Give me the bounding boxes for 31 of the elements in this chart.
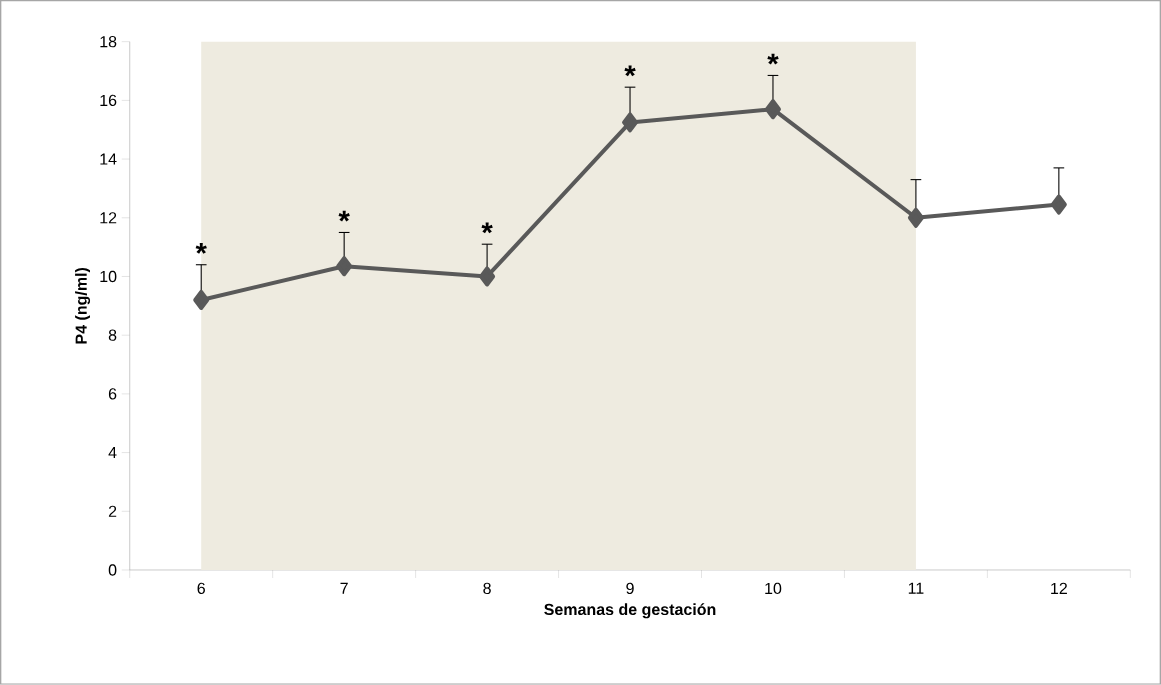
x-tick-label: 11	[908, 582, 924, 594]
point	[764, 99, 781, 120]
y-tick-label: 10	[100, 270, 117, 283]
point	[1050, 194, 1067, 215]
y-tick-label: 16	[100, 94, 117, 107]
y-tick-label: 8	[108, 329, 117, 341]
y-tick-label: 0	[108, 564, 117, 576]
annotation: *	[624, 65, 636, 77]
annotation: *	[481, 222, 493, 234]
x-tick-label: 8	[483, 582, 491, 595]
point	[193, 290, 210, 311]
y-tick-label: 4	[108, 447, 117, 459]
x-tick-label: 6	[197, 582, 205, 595]
x-tick-label: 10	[765, 582, 782, 595]
annotation: *	[338, 210, 350, 222]
point	[622, 112, 639, 133]
y-tick-label: 6	[108, 388, 117, 400]
y-tick-label: 18	[100, 36, 117, 48]
x-tick-label: 9	[626, 582, 634, 595]
y-axis-title: P4 (ng/ml)	[75, 268, 91, 344]
point	[907, 207, 924, 228]
x-axis-title: Semanas de gestación	[544, 603, 716, 619]
annotation: *	[767, 53, 779, 65]
y-tick-label: 14	[100, 153, 117, 165]
y-tick-label: 2	[108, 505, 117, 518]
y-tick-label: 12	[100, 212, 117, 224]
x-tick-label: 7	[340, 582, 348, 594]
point	[336, 256, 353, 277]
x-tick-label: 12	[1051, 582, 1067, 595]
point	[479, 266, 496, 287]
annotation: *	[195, 243, 207, 255]
